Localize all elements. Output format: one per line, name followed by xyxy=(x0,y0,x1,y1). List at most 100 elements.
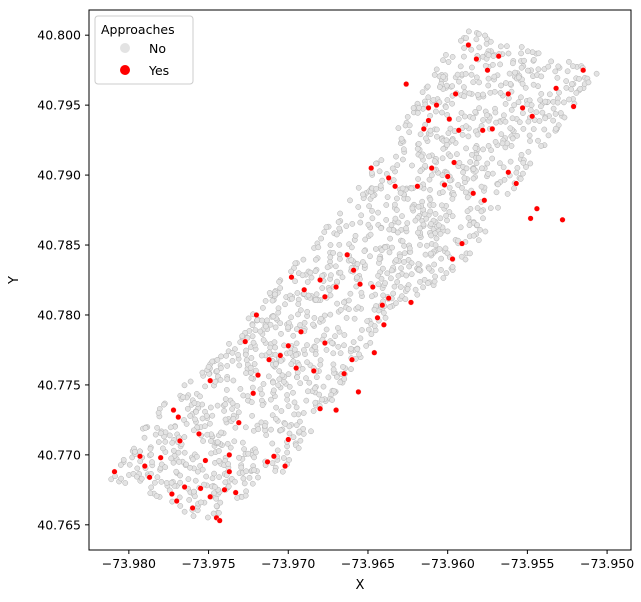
point-no xyxy=(229,400,236,407)
point-no xyxy=(248,399,255,406)
point-no xyxy=(345,297,352,304)
point-no xyxy=(216,509,222,516)
point-no xyxy=(142,425,149,431)
point-no xyxy=(312,351,319,358)
point-no xyxy=(158,430,164,437)
point-no xyxy=(229,357,236,364)
point-no xyxy=(244,393,251,399)
point-no xyxy=(484,112,490,119)
point-yes xyxy=(111,468,118,475)
y-tick-label: 40.790 xyxy=(37,168,81,183)
point-no xyxy=(444,217,450,224)
point-no xyxy=(207,404,214,411)
point-no xyxy=(520,110,526,116)
point-no xyxy=(397,284,404,290)
point-no xyxy=(330,388,337,394)
point-no xyxy=(325,374,332,381)
point-no xyxy=(341,299,347,306)
point-no xyxy=(462,189,469,196)
point-no xyxy=(251,467,257,474)
point-yes xyxy=(444,173,451,180)
point-no xyxy=(286,383,293,390)
point-no xyxy=(204,431,211,438)
point-no xyxy=(461,175,468,181)
point-no xyxy=(432,242,439,249)
point-no xyxy=(227,444,234,451)
point-no xyxy=(285,324,292,331)
point-yes xyxy=(310,367,317,374)
x-tick-label: −73.975 xyxy=(181,556,235,571)
point-no xyxy=(399,185,406,192)
point-no xyxy=(545,132,552,139)
point-yes xyxy=(505,169,512,176)
point-no xyxy=(225,461,232,467)
point-yes xyxy=(380,321,387,328)
point-no xyxy=(297,307,304,314)
point-no xyxy=(304,342,310,348)
point-yes xyxy=(232,489,239,496)
point-no xyxy=(148,451,154,458)
point-no xyxy=(480,215,486,222)
point-no xyxy=(337,256,343,262)
point-no xyxy=(417,131,424,138)
point-no xyxy=(257,386,264,393)
point-yes xyxy=(379,302,386,309)
point-no xyxy=(243,357,250,363)
point-no xyxy=(216,448,222,454)
point-no xyxy=(136,448,143,455)
point-no xyxy=(336,225,343,232)
point-no xyxy=(337,210,343,217)
point-no xyxy=(406,129,413,136)
point-no xyxy=(340,364,346,370)
point-no xyxy=(445,59,452,65)
point-no xyxy=(284,392,290,398)
point-no xyxy=(391,283,398,290)
point-no xyxy=(239,333,246,339)
point-no xyxy=(327,311,334,318)
point-no xyxy=(284,396,291,403)
point-no xyxy=(187,464,193,471)
point-no xyxy=(235,409,242,416)
point-no xyxy=(520,159,527,166)
point-no xyxy=(177,503,184,509)
point-no xyxy=(422,251,429,258)
point-no xyxy=(260,381,267,387)
point-no xyxy=(387,235,393,242)
point-no xyxy=(141,434,148,441)
point-no xyxy=(466,222,473,228)
point-no xyxy=(449,83,456,89)
point-no xyxy=(327,242,334,248)
point-no xyxy=(395,272,402,279)
point-no xyxy=(319,396,325,403)
point-no xyxy=(223,352,230,359)
point-no xyxy=(192,477,199,484)
x-tick-label: −73.955 xyxy=(500,556,554,571)
point-no xyxy=(354,274,360,281)
point-no xyxy=(288,361,295,368)
point-no xyxy=(420,284,426,291)
point-no xyxy=(395,125,402,131)
point-no xyxy=(404,196,411,202)
point-yes xyxy=(168,491,175,498)
point-no xyxy=(423,215,430,222)
point-no xyxy=(212,484,218,490)
point-no xyxy=(282,421,289,427)
point-no xyxy=(312,385,318,392)
point-yes xyxy=(146,474,153,481)
point-no xyxy=(176,459,182,465)
point-no xyxy=(462,256,469,263)
point-no xyxy=(316,391,323,398)
point-no xyxy=(343,315,350,321)
point-no xyxy=(573,90,580,96)
point-no xyxy=(232,478,238,485)
point-no xyxy=(252,327,259,334)
point-no xyxy=(415,261,422,267)
point-no xyxy=(443,212,449,219)
point-no xyxy=(392,201,398,208)
point-no xyxy=(519,80,526,87)
point-no xyxy=(201,481,207,488)
point-yes xyxy=(282,463,289,470)
point-no xyxy=(291,399,298,406)
point-no xyxy=(527,138,533,144)
point-no xyxy=(469,64,475,71)
